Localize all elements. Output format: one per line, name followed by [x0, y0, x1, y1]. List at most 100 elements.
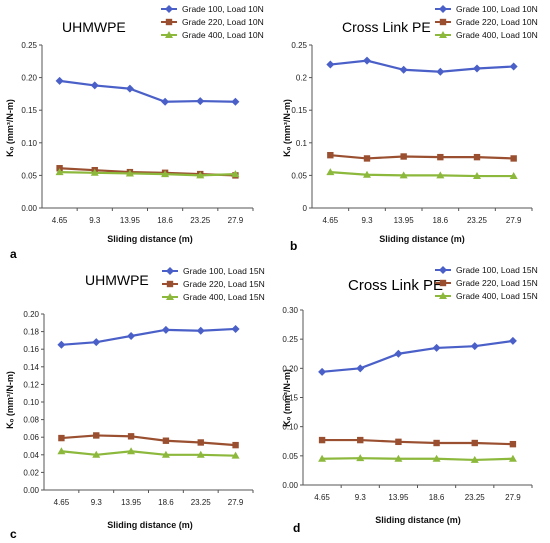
data-point: [161, 170, 170, 178]
data-point: [356, 454, 365, 462]
data-point: [510, 155, 517, 162]
data-point: [125, 169, 134, 177]
chart-panel-a: UHMWPE Grade 100, Load 10N Grade 220, Load…: [5, 4, 264, 261]
y-axis-label: Kₒ (mm³/N-m): [5, 371, 15, 429]
legend-marker-3: [439, 31, 447, 38]
y-tick-label: 0.25: [21, 41, 37, 50]
y-tick-label: 0.15: [282, 394, 298, 403]
y-tick-label: 0.20: [23, 310, 39, 319]
y-axis-label: Kₒ (mm³/N-m): [282, 99, 292, 157]
data-point: [58, 434, 65, 442]
data-point: [509, 62, 518, 71]
data-point: [357, 436, 364, 444]
y-tick-label: 0.00: [23, 486, 39, 495]
y-tick-label: 0.2: [296, 74, 308, 83]
data-point: [508, 336, 517, 345]
series-line-2: [61, 434, 236, 447]
series-line-1: [321, 339, 514, 373]
data-point: [197, 439, 204, 446]
data-point: [473, 172, 481, 180]
data-point: [127, 447, 136, 455]
legend-label: Grade 400, Load 15N: [183, 292, 265, 302]
y-tick-label: 0.15: [21, 106, 37, 115]
chart-title: UHMWPE: [85, 272, 149, 288]
y-tick-label: 0.05: [282, 452, 298, 461]
data-point: [326, 168, 335, 176]
panel-letter: d: [293, 521, 300, 535]
data-point: [326, 60, 335, 69]
y-tick-label: 0.18: [23, 328, 39, 337]
data-point: [232, 441, 239, 449]
y-tick-label: 0.02: [23, 468, 39, 477]
y-tick-label: 0.06: [23, 433, 39, 442]
series-line-1: [59, 79, 236, 103]
data-point: [127, 433, 135, 440]
data-point: [231, 170, 240, 178]
x-tick-label: 18.6: [433, 216, 449, 225]
y-tick-label: 0.25: [291, 41, 307, 50]
data-point: [432, 454, 441, 462]
series-line-2: [330, 154, 514, 160]
x-axis-label: Sliding distance (m): [375, 515, 461, 525]
legend-label: Grade 400, Load 15N: [456, 291, 538, 301]
series-line-3: [59, 171, 236, 177]
data-point: [57, 447, 66, 455]
data-point: [161, 325, 170, 334]
x-axis-label: Sliding distance (m): [379, 234, 465, 244]
data-point: [470, 342, 479, 351]
chart-panel-d: Cross Link PE Grade 100, Load 15N Grade 22…: [282, 265, 538, 535]
legend-marker-3: [165, 31, 173, 38]
data-point: [196, 326, 205, 335]
chart-title: UHMWPE: [62, 19, 126, 35]
panel-letter: b: [290, 239, 297, 253]
data-point: [399, 171, 408, 179]
series-line-3: [61, 450, 236, 457]
data-point: [356, 364, 365, 373]
x-tick-label: 27.9: [228, 216, 244, 225]
x-axis-label: Sliding distance (m): [107, 234, 193, 244]
legend-marker-1: [165, 5, 173, 13]
y-tick-label: 0.16: [23, 345, 39, 354]
data-point: [196, 450, 205, 458]
x-tick-label: 9.3: [89, 216, 101, 225]
x-tick-label: 23.25: [190, 216, 211, 225]
y-tick-label: 0.20: [21, 74, 37, 83]
legend-marker-1: [439, 266, 447, 274]
panel-letter: a: [10, 247, 17, 261]
series-line-2: [322, 438, 513, 446]
data-point: [363, 170, 371, 178]
data-point: [394, 349, 403, 358]
data-point: [433, 439, 440, 447]
data-point: [55, 168, 64, 176]
legend-label: Grade 100, Load 15N: [183, 266, 265, 276]
y-tick-label: 0.15: [291, 106, 307, 115]
legend-marker-2: [165, 18, 173, 26]
data-point: [55, 76, 64, 85]
x-tick-label: 18.6: [429, 493, 445, 502]
data-point: [90, 168, 99, 176]
x-tick-label: 4.65: [54, 498, 70, 507]
y-tick-label: 0.25: [282, 335, 298, 344]
y-tick-label: 0.05: [21, 171, 37, 180]
x-axis-label: Sliding distance (m): [107, 520, 193, 530]
x-tick-label: 4.65: [314, 493, 330, 502]
x-tick-label: 18.6: [157, 216, 173, 225]
x-tick-label: 9.3: [91, 498, 103, 507]
legend-label: Grade 100, Load 10N: [456, 4, 538, 14]
y-axis-label: Kₒ (mm³/N-m): [5, 99, 15, 157]
y-tick-label: 0.12: [23, 380, 39, 389]
data-point: [437, 153, 444, 161]
data-point: [57, 340, 66, 349]
x-tick-label: 27.9: [505, 493, 521, 502]
chart-panel-c: UHMWPE Grade 100, Load 15N Grade 220, Load…: [5, 266, 265, 541]
chart-panel-b: Cross Link PE Grade 100, Load 10N Grade 22…: [282, 4, 538, 253]
y-tick-label: 0.20: [282, 364, 298, 373]
data-point: [394, 454, 403, 462]
x-tick-label: 23.25: [467, 216, 488, 225]
legend-marker-3: [439, 292, 447, 299]
x-tick-label: 9.3: [355, 493, 367, 502]
legend-marker-3: [166, 293, 174, 300]
data-point: [318, 454, 327, 462]
data-point: [127, 332, 136, 340]
data-point: [399, 65, 408, 74]
